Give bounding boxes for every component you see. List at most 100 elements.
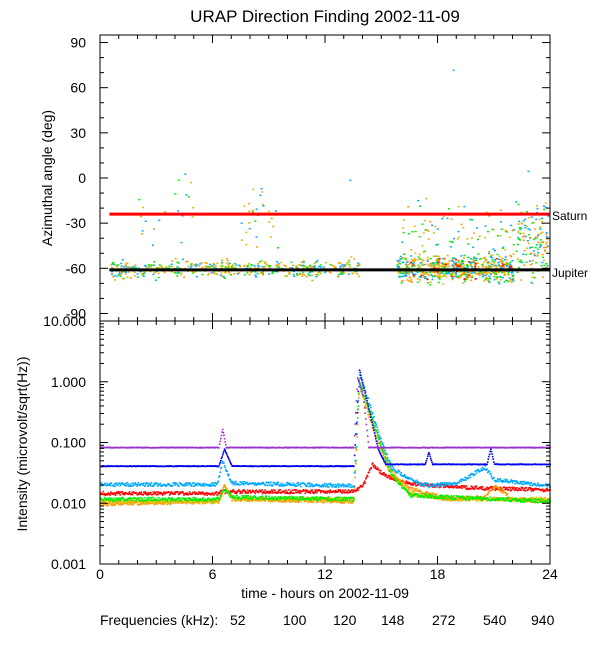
intensity-point-52 [533,488,535,490]
intensity-point-52 [146,493,149,496]
azimuth-point [352,272,355,275]
intensity-point-52 [264,489,266,491]
intensity-point-148 [452,498,455,500]
intensity-point-52 [513,489,516,492]
azimuth-point [333,267,336,269]
azimuth-point [116,266,119,268]
intensity-point-52 [282,491,285,493]
intensity-point-52 [363,480,366,482]
azimuth-point [454,262,457,264]
azimuth-point [507,264,510,266]
azimuth-point [216,273,219,275]
intensity-point-52 [346,490,348,493]
intensity-point-148 [300,498,303,500]
intensity-point-52 [438,486,441,489]
intensity-point-120 [365,403,368,406]
intensity-point-272 [363,386,366,388]
intensity-point-120 [321,499,323,502]
intensity-point-148 [224,489,226,491]
azimuth-point [346,262,349,264]
intensity-point-52 [263,490,265,493]
azimuth-point [220,272,223,274]
intensity-point-148 [163,498,166,501]
azimuth-point [457,275,460,277]
intensity-point-148 [408,491,411,494]
azimuth-point [133,271,136,274]
intensity-point-272 [375,422,377,425]
azimuth-point [194,265,197,268]
azimuth-point [437,263,440,266]
azimuth-point [460,255,463,257]
intensity-point-272 [198,483,200,485]
intensity-point-52 [492,488,495,490]
intensity-point-272 [388,460,391,462]
azimuth-point [475,257,478,260]
intensity-point-120 [113,501,116,503]
intensity-point-148 [497,497,500,499]
azimuth-point [110,264,113,266]
azimuth-point [474,278,477,280]
azimuth-point [300,261,303,264]
intensity-point-272 [389,461,391,464]
intensity-point-120 [497,500,500,502]
azimuth-point [453,267,456,269]
intensity-point-148 [201,498,204,500]
azimuth-ticks [99,35,551,321]
intensity-point-272 [125,485,128,487]
intensity-point-148 [191,500,193,502]
intensity-point-272 [137,482,140,484]
intensity-point-120 [270,500,272,502]
intensity-point-272 [376,426,378,428]
azimuth-point [316,260,319,262]
intensity-point-272 [139,484,141,487]
intensity-point-148 [480,499,483,501]
intensity-point-272 [161,484,164,487]
azimuth-point [419,266,422,268]
intensity-point-52 [114,492,116,495]
intensity-point-148 [396,480,398,482]
intensity-point-272 [328,486,330,488]
intensity-point-120 [158,502,161,504]
intensity-point-120 [157,501,160,504]
intensity-point-52 [231,491,233,493]
intensity-point-100 [257,499,260,502]
intensity-point-52 [407,481,410,484]
intensity-point-100 [193,502,195,505]
azimuth-point [529,252,532,254]
intensity-point-148 [328,499,330,502]
intensity-point-272 [277,481,280,484]
intensity-point-120 [448,498,450,501]
azimuth-point [158,267,161,269]
azimuth-point [407,206,410,208]
intensity-point-148 [283,498,286,501]
intensity-point-100 [111,504,114,506]
azimuth-point [132,265,135,268]
intensity-point-148 [533,498,536,500]
azimuth-point [438,273,441,275]
intensity-point-148 [215,499,217,501]
intensity-point-100 [340,502,343,504]
intensity-point-52 [373,466,375,468]
azimuth-point [406,272,408,274]
intensity-point-52 [323,490,326,493]
intensity-point-100 [487,492,490,494]
intensity-point-52 [111,492,113,494]
intensity-point-272 [176,483,178,485]
azimuth-point [157,276,160,279]
intensity-point-100 [103,503,105,506]
azimuth-point [236,273,239,275]
intensity-point-148 [400,483,402,486]
intensity-point-272 [396,472,398,474]
azimuth-point [546,264,549,267]
azimuth-point [338,262,340,264]
intensity-point-272 [126,481,128,484]
intensity-point-52 [215,492,217,494]
intensity-point-52 [298,491,300,494]
intensity-point-148 [161,498,163,501]
azimuth-point [221,265,224,267]
intensity-point-272 [361,383,364,385]
intensity-point-148 [310,499,312,501]
azimuth-point [452,257,454,259]
azimuth-point [436,258,439,260]
